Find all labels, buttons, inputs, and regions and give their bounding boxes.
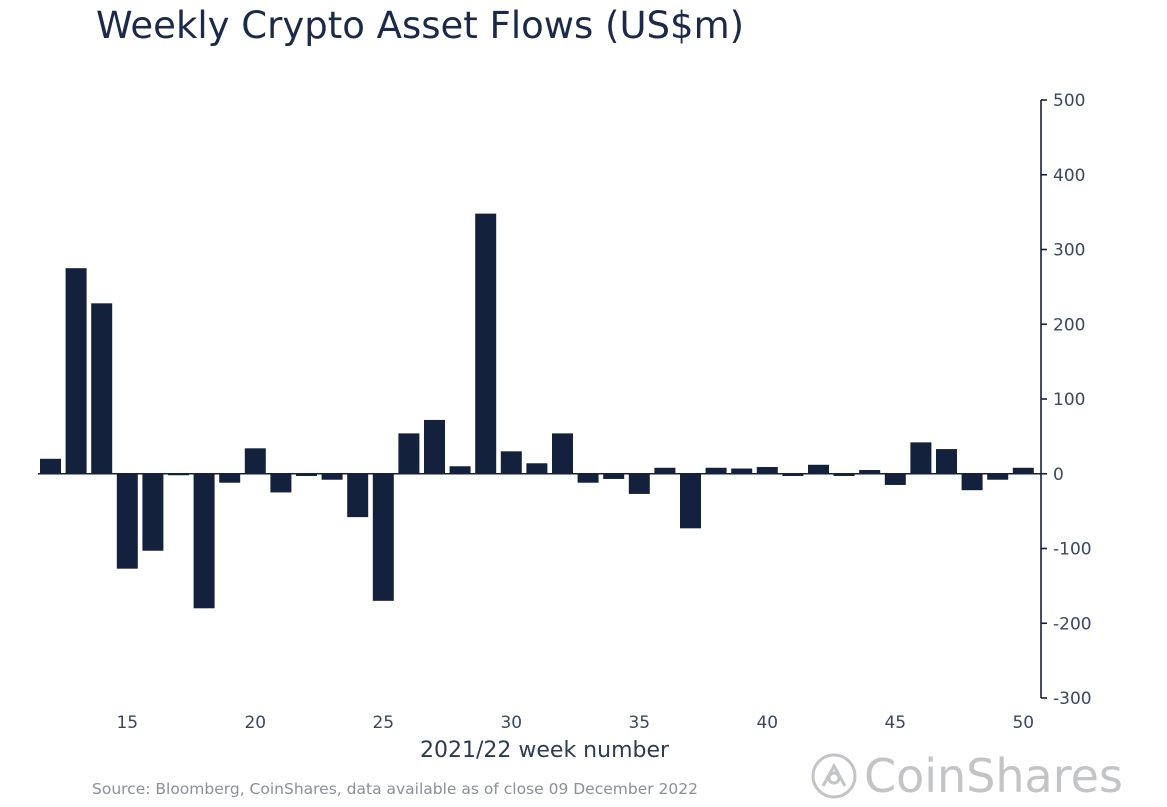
bar-week-12 bbox=[40, 458, 61, 474]
bar-week-19 bbox=[219, 473, 241, 483]
bar-week-32 bbox=[552, 433, 573, 474]
x-axis-label: 2021/22 week number bbox=[420, 738, 670, 763]
y-tick-label--100: -100 bbox=[1053, 540, 1092, 560]
x-tick-label-30: 30 bbox=[500, 713, 522, 733]
bar-week-30 bbox=[500, 451, 522, 474]
y-tick-label--200: -200 bbox=[1053, 614, 1092, 634]
x-tick-label-15: 15 bbox=[116, 713, 138, 733]
bar-week-15 bbox=[116, 473, 138, 569]
bar-chart: 500 400 300 200 100 0 -100 -200 -300 15 20 25 30 35 40… bbox=[38, 91, 1092, 733]
bar-week-50 bbox=[1012, 467, 1034, 474]
bar-week-28 bbox=[449, 466, 471, 474]
bar-week-18 bbox=[193, 473, 215, 609]
x-tick-label-45: 45 bbox=[884, 713, 906, 733]
x-tick-label-35: 35 bbox=[628, 713, 650, 733]
bar-week-31 bbox=[526, 463, 548, 474]
coinshares-logo-icon bbox=[811, 753, 857, 799]
bars-group bbox=[40, 213, 1034, 609]
bar-week-39 bbox=[731, 468, 753, 474]
bar-week-27 bbox=[424, 419, 445, 474]
bar-week-43 bbox=[833, 473, 855, 476]
bar-week-36 bbox=[654, 467, 676, 474]
bar-week-22 bbox=[296, 473, 317, 476]
y-tick-label-100: 100 bbox=[1053, 390, 1085, 410]
bar-week-33 bbox=[577, 473, 599, 483]
y-tick-label-0: 0 bbox=[1053, 465, 1064, 485]
bar-week-46 bbox=[910, 442, 932, 474]
bar-week-16 bbox=[142, 473, 164, 551]
bar-week-34 bbox=[603, 473, 625, 479]
y-tick-label-400: 400 bbox=[1053, 166, 1085, 186]
bar-week-20 bbox=[244, 448, 266, 474]
bar-week-29 bbox=[475, 213, 497, 474]
x-tick-label-20: 20 bbox=[244, 713, 266, 733]
x-tick-label-25: 25 bbox=[372, 713, 394, 733]
bar-week-49 bbox=[987, 473, 1009, 480]
bar-week-47 bbox=[936, 449, 957, 474]
brand-name: CoinShares bbox=[864, 749, 1123, 803]
bar-week-45 bbox=[884, 473, 906, 485]
bar-week-21 bbox=[270, 473, 292, 493]
bar-week-24 bbox=[347, 473, 369, 518]
x-tick-label-40: 40 bbox=[756, 713, 778, 733]
source-note: Source: Bloomberg, CoinShares, data avai… bbox=[92, 780, 698, 798]
chart-title: Weekly Crypto Asset Flows (US$m) bbox=[96, 4, 745, 47]
brand-logo: CoinShares bbox=[808, 746, 1123, 806]
bar-week-48 bbox=[961, 473, 983, 491]
bar-week-41 bbox=[782, 473, 804, 476]
bar-week-26 bbox=[398, 433, 420, 474]
bar-week-23 bbox=[321, 473, 343, 480]
bar-week-42 bbox=[808, 464, 829, 474]
bar-week-37 bbox=[680, 473, 701, 529]
bar-week-14 bbox=[91, 303, 113, 474]
y-tick-label-200: 200 bbox=[1053, 315, 1085, 335]
axes-group: 500 400 300 200 100 0 -100 -200 -300 15 20 25 30 35 40… bbox=[38, 91, 1092, 733]
y-tick-label-300: 300 bbox=[1053, 241, 1085, 261]
bar-week-44 bbox=[859, 470, 881, 474]
bar-week-40 bbox=[756, 467, 778, 474]
x-tick-label-50: 50 bbox=[1012, 713, 1034, 733]
bar-week-38 bbox=[705, 467, 727, 474]
y-tick-label-500: 500 bbox=[1053, 91, 1085, 111]
y-tick-label--300: -300 bbox=[1053, 689, 1092, 709]
bar-week-13 bbox=[65, 268, 87, 474]
bar-week-35 bbox=[628, 473, 650, 494]
bar-week-25 bbox=[372, 473, 394, 601]
